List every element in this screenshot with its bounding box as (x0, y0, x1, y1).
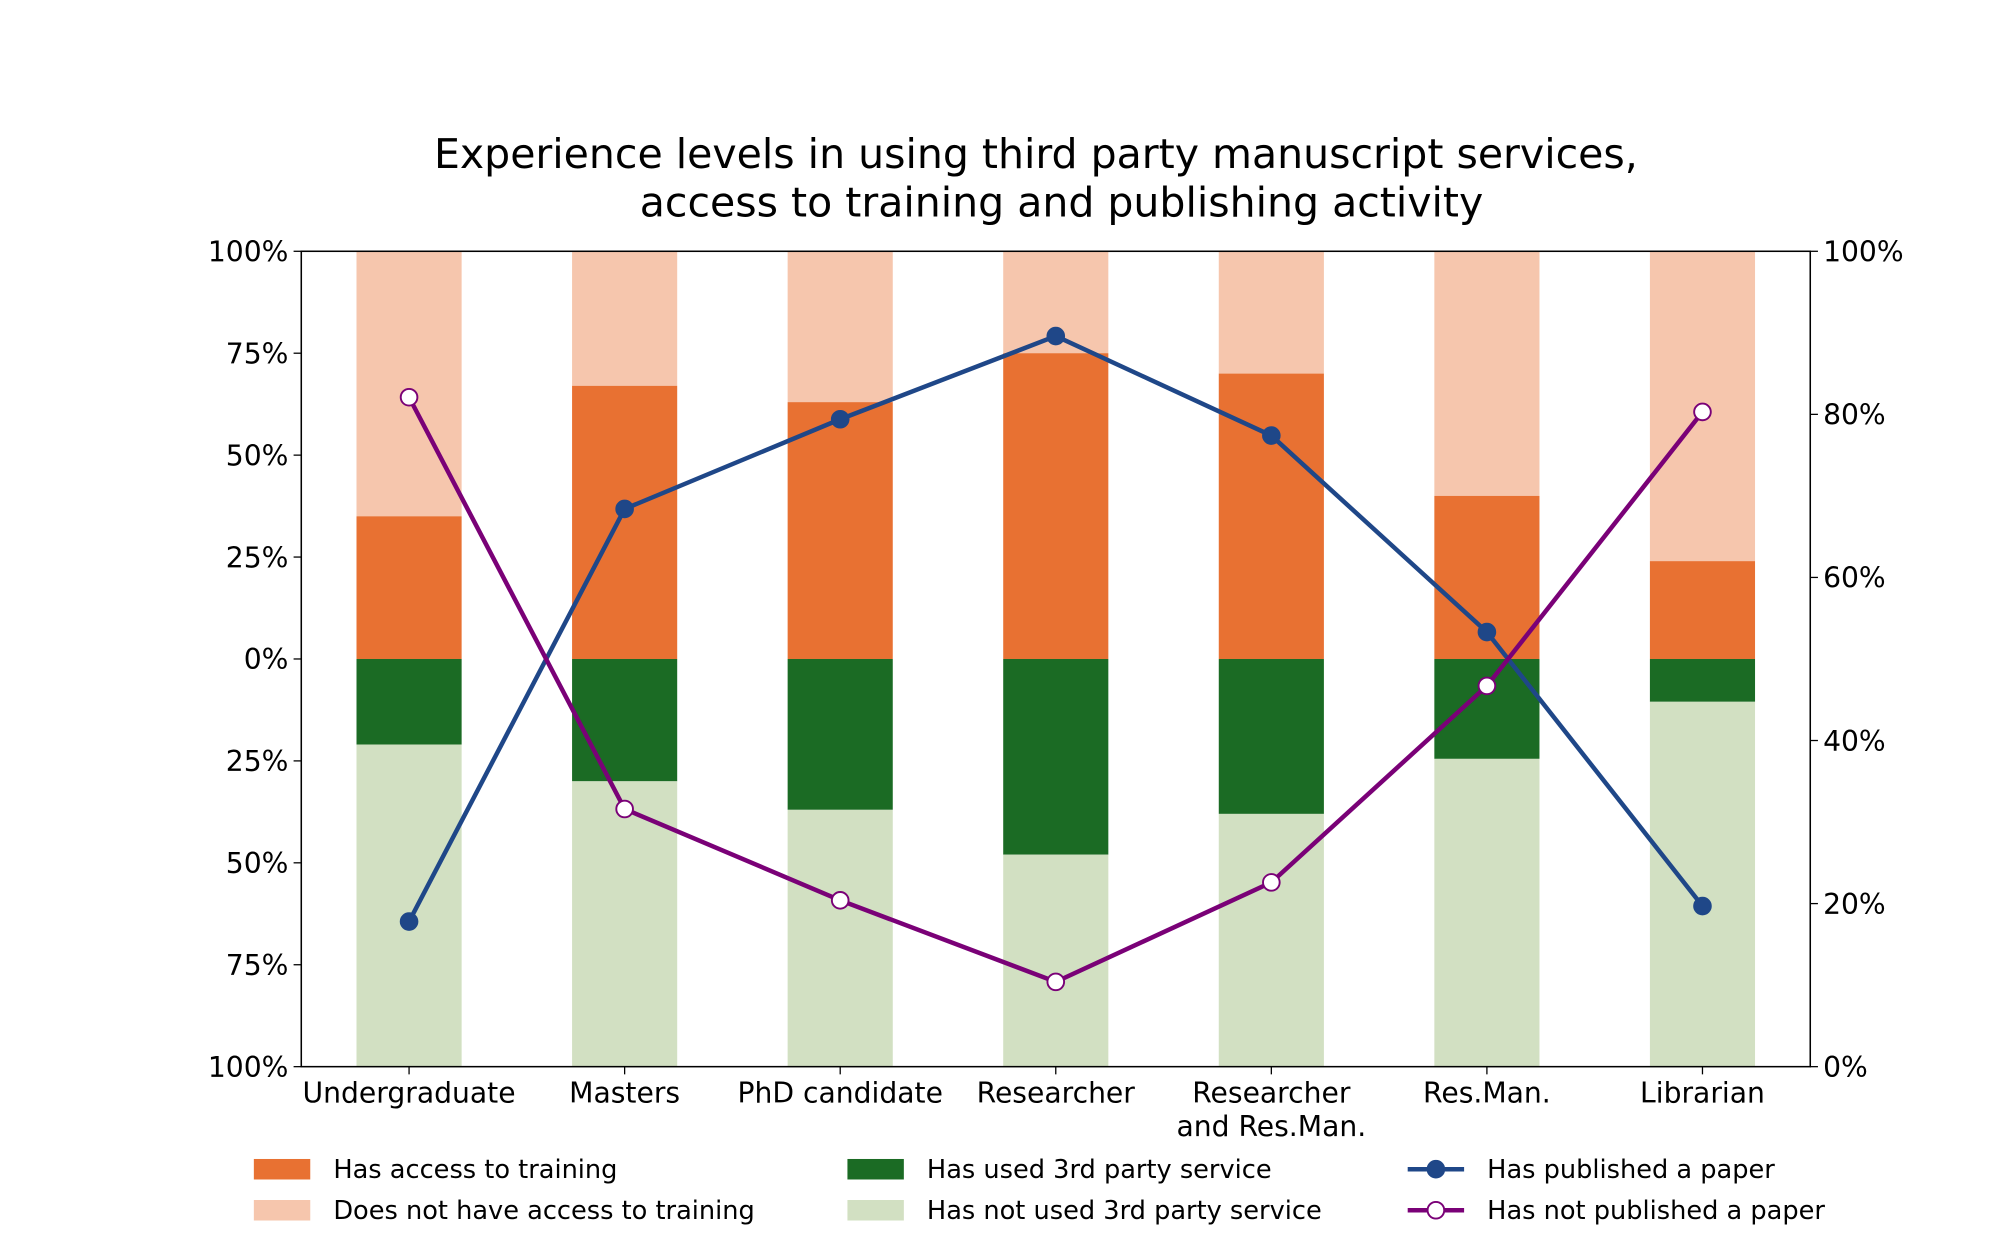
legend-marker (1426, 1159, 1446, 1179)
x-tick-label: PhD candidate (737, 1077, 942, 1110)
point-published (1477, 622, 1497, 642)
legend: Has access to training Does not have acce… (253, 1155, 1825, 1226)
bar-used-3rd-party (572, 658, 678, 782)
right-tick-label: 80% (1823, 399, 1886, 432)
legend-swatch (847, 1158, 904, 1180)
point-not-published (1477, 676, 1497, 696)
left-tick-label: 75% (226, 949, 289, 982)
point-not-published (1046, 972, 1066, 992)
left-tick-label: 0% (244, 643, 289, 676)
x-tick-label: Researcher (977, 1077, 1136, 1110)
legend-swatch (847, 1200, 904, 1221)
left-tick-label: 75% (226, 337, 289, 370)
left-tick-label: 50% (226, 847, 289, 880)
legend-marker (1426, 1200, 1446, 1220)
bar-not-used-3rd-party (1003, 854, 1109, 1067)
left-tick-label: 50% (226, 439, 289, 472)
legend-label: Does not have access to training (333, 1196, 754, 1226)
bar-not-used-3rd-party (1649, 701, 1756, 1067)
legend-swatch (253, 1200, 311, 1221)
x-tick-label: Researcher and Res.Man. (1176, 1077, 1366, 1143)
point-published (1262, 426, 1281, 445)
bar-no-training (1218, 251, 1324, 374)
right-tick-label: 0% (1823, 1051, 1868, 1084)
chart-title-line-2: access to training and publishing activi… (640, 179, 1483, 227)
left-tick-label: 25% (226, 541, 289, 574)
point-published (399, 912, 419, 931)
point-not-published (1262, 873, 1281, 892)
x-tick-label: Librarian (1640, 1077, 1765, 1110)
bar-not-used-3rd-party (1434, 758, 1540, 1067)
x-tick-label: Undergraduate (303, 1077, 516, 1110)
left-tick-label: 25% (226, 745, 289, 778)
bar-used-3rd-party (787, 658, 893, 810)
point-not-published (615, 799, 634, 819)
right-tick-label: 100% (1823, 236, 1904, 269)
bar-used-3rd-party (1434, 658, 1540, 759)
bar-used-3rd-party (356, 658, 462, 745)
legend-label: Has access to training (333, 1155, 617, 1185)
point-not-published (830, 891, 850, 910)
bar-no-training (787, 251, 893, 403)
right-tick-label: 20% (1823, 888, 1886, 921)
legend-label: Has not used 3rd party service (927, 1196, 1322, 1226)
bar-no-training (356, 251, 462, 517)
bar-no-training (572, 251, 678, 386)
bar-no-training (1434, 251, 1540, 496)
legend-label: Has published a paper (1487, 1155, 1775, 1185)
bar-not-used-3rd-party (787, 809, 893, 1067)
point-not-published (399, 387, 419, 407)
right-tick-label: 60% (1823, 562, 1886, 595)
bar-used-3rd-party (1649, 658, 1756, 702)
bar-has-training (787, 402, 893, 659)
legend-label: Has not published a paper (1487, 1196, 1825, 1226)
right-tick-label: 40% (1823, 725, 1886, 758)
bar-not-used-3rd-party (572, 781, 678, 1067)
point-published (830, 409, 850, 429)
bar-has-training (1003, 353, 1109, 659)
point-published (1693, 896, 1712, 916)
point-published (615, 499, 634, 519)
bar-has-training (1649, 561, 1756, 659)
x-tick-label: Masters (569, 1077, 680, 1110)
legend-label: Has used 3rd party service (927, 1155, 1272, 1185)
point-not-published (1693, 402, 1712, 422)
bar-used-3rd-party (1218, 658, 1324, 814)
bar-not-used-3rd-party (1218, 813, 1324, 1067)
x-tick-label: Res.Man. (1423, 1077, 1551, 1110)
point-published (1046, 326, 1066, 346)
bar-not-used-3rd-party (356, 744, 462, 1067)
legend-swatch (253, 1158, 311, 1180)
left-tick-label: 100% (208, 1051, 289, 1084)
bar-has-training (356, 516, 462, 659)
left-tick-label: 100% (208, 236, 289, 269)
bar-used-3rd-party (1003, 658, 1109, 855)
bar-has-training (572, 385, 678, 659)
chart-title-line-1: Experience levels in using third party m… (434, 130, 1638, 178)
